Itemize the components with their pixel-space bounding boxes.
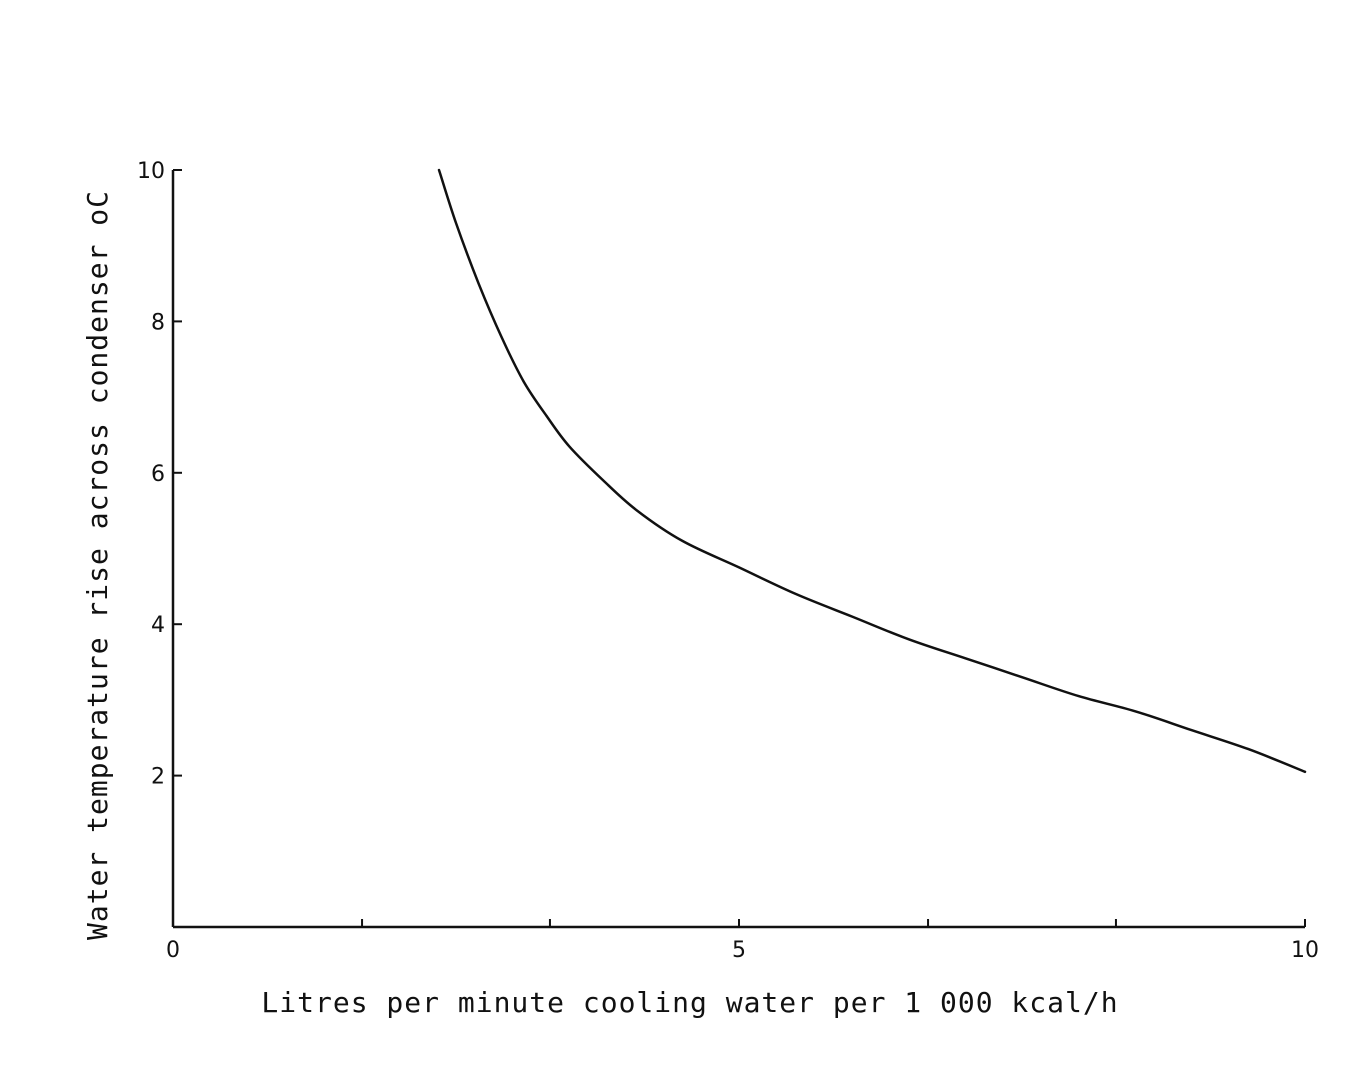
x-tick-label: 5 <box>732 938 746 963</box>
y-tick-label: 8 <box>151 310 165 335</box>
axes <box>171 170 1305 929</box>
y-tick-label: 2 <box>151 765 165 790</box>
y-tick-label: 6 <box>151 462 165 487</box>
y-axis-title: Water temperature rise across condenser … <box>81 190 114 940</box>
x-axis-title: Litres per minute cooling water per 1 00… <box>261 986 1118 1019</box>
y-tick-label: 10 <box>137 159 165 184</box>
series-layer <box>437 168 1307 774</box>
y-axis-ticks: 2 4 6 8 10 <box>137 159 182 790</box>
series-line <box>437 168 1307 774</box>
x-tick-label: 10 <box>1291 938 1319 963</box>
x-tick-label: 0 <box>166 938 180 963</box>
y-tick-label: 4 <box>151 613 165 638</box>
x-axis-ticks: 0 5 10 <box>166 919 1319 963</box>
